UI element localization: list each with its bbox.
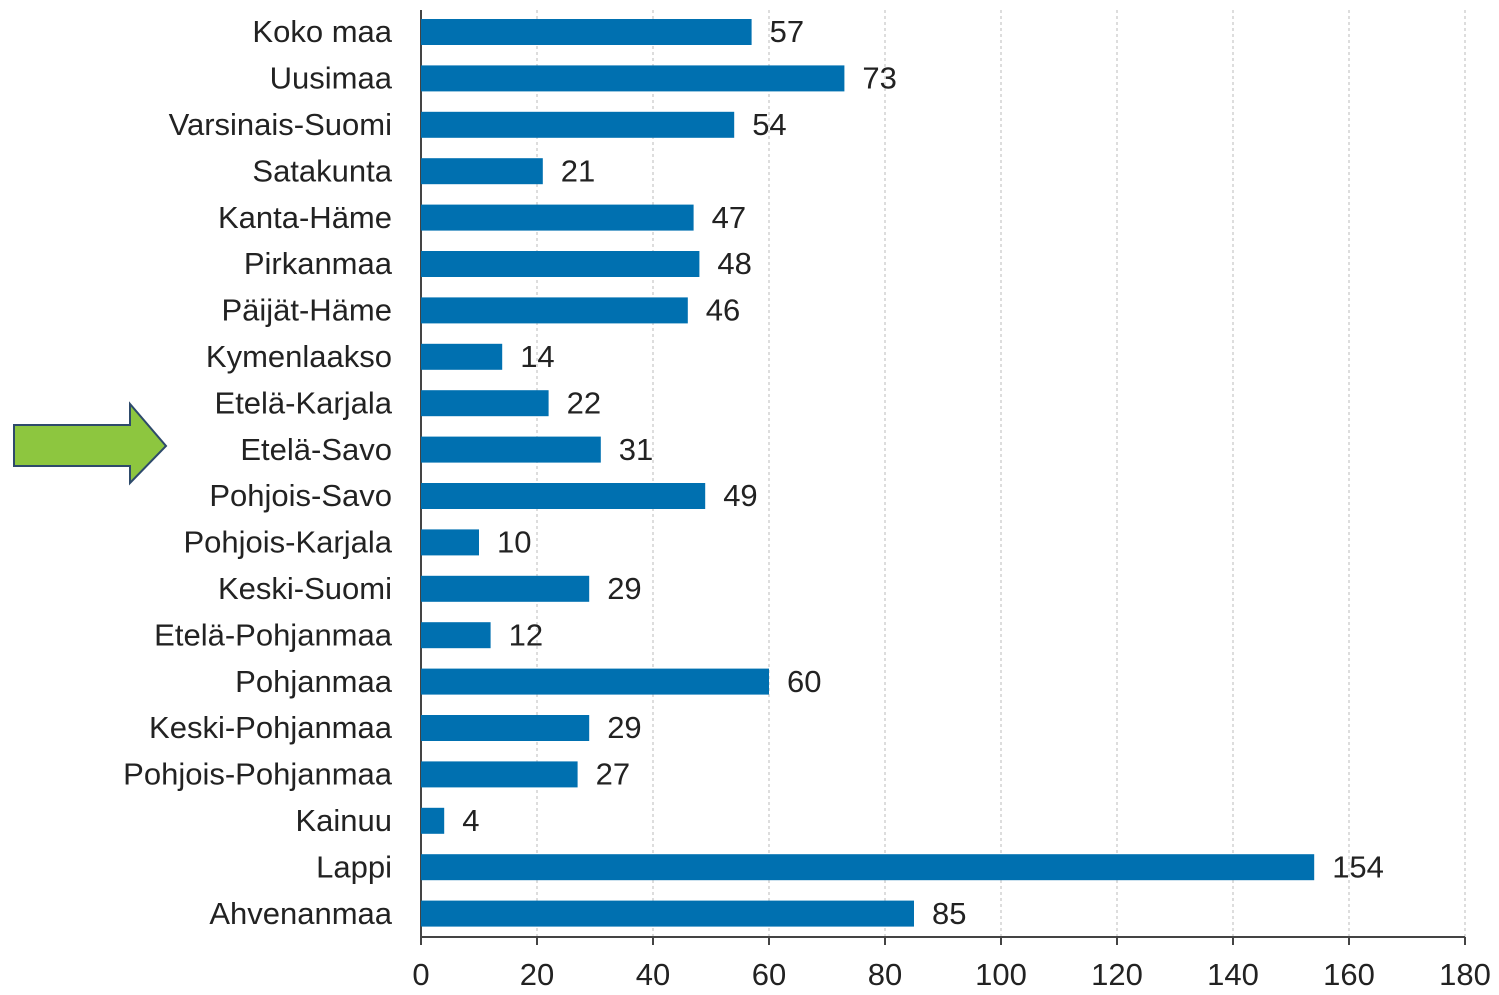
value-label: 29 (607, 710, 641, 745)
y-tick-label: Satakunta (252, 153, 392, 188)
value-label: 47 (712, 200, 746, 235)
x-tick-label: 80 (868, 957, 902, 992)
y-tick-label: Etelä-Pohjanmaa (154, 617, 393, 652)
value-label: 12 (509, 617, 543, 652)
x-tick-label: 160 (1323, 957, 1375, 992)
y-tick-label: Keski-Suomi (218, 571, 392, 606)
value-label: 48 (717, 246, 751, 281)
x-tick-label: 180 (1439, 957, 1491, 992)
bar (421, 529, 479, 556)
value-label: 14 (520, 339, 554, 374)
y-tick-label: Keski-Pohjanmaa (149, 710, 393, 745)
bar (421, 65, 845, 92)
x-tick-label: 40 (636, 957, 670, 992)
y-tick-label: Pohjanmaa (235, 664, 393, 699)
x-tick-label: 0 (412, 957, 429, 992)
y-tick-label: Pirkanmaa (244, 246, 393, 281)
bar (421, 668, 769, 695)
value-label: 154 (1332, 849, 1384, 884)
y-tick-label: Ahvenanmaa (209, 896, 392, 931)
bar (421, 111, 735, 138)
bar (421, 251, 700, 277)
x-tick-label: 100 (975, 957, 1027, 992)
value-label: 73 (862, 61, 896, 96)
x-tick-label: 120 (1091, 957, 1143, 992)
y-tick-label: Kainuu (295, 803, 392, 838)
value-label: 21 (561, 153, 595, 188)
bar (421, 900, 914, 927)
y-tick-label: Uusimaa (270, 61, 393, 96)
value-label: 49 (723, 478, 757, 513)
y-tick-label: Päijät-Häme (221, 293, 392, 328)
bar (421, 575, 590, 602)
value-label: 29 (607, 571, 641, 606)
y-tick-label: Kanta-Häme (218, 200, 392, 235)
value-label: 4 (462, 803, 479, 838)
x-tick-label: 20 (520, 957, 554, 992)
y-tick-label: Kymenlaakso (206, 339, 392, 374)
bar (421, 297, 688, 324)
bar (421, 854, 1315, 881)
bar (421, 19, 752, 45)
value-label: 60 (787, 664, 821, 699)
x-tick-label: 60 (752, 957, 786, 992)
bar (421, 204, 694, 231)
bar (421, 343, 503, 370)
y-tick-label: Pohjois-Savo (209, 478, 392, 513)
value-label: 46 (706, 293, 740, 328)
value-label: 10 (497, 525, 531, 560)
y-tick-label: Lappi (316, 849, 392, 884)
bar (421, 436, 601, 463)
bar (421, 807, 445, 834)
bar (421, 390, 549, 417)
y-tick-label: Pohjois-Karjala (184, 525, 393, 560)
value-label: 85 (932, 896, 966, 931)
x-tick-label: 140 (1207, 957, 1259, 992)
value-label: 31 (619, 432, 653, 467)
bar (421, 158, 543, 185)
arrow (13, 401, 168, 486)
y-tick-label: Koko maa (252, 14, 392, 49)
value-label: 57 (770, 14, 804, 49)
bar (421, 715, 590, 741)
bar (421, 483, 706, 509)
bar (421, 622, 491, 649)
value-label: 27 (596, 757, 630, 792)
bar (421, 761, 578, 788)
y-tick-label: Varsinais-Suomi (169, 107, 392, 142)
y-tick-label: Etelä-Karjala (215, 385, 393, 420)
value-label: 54 (752, 107, 786, 142)
y-tick-label: Etelä-Savo (240, 432, 392, 467)
value-label: 22 (567, 385, 601, 420)
y-tick-label: Pohjois-Pohjanmaa (123, 757, 393, 792)
